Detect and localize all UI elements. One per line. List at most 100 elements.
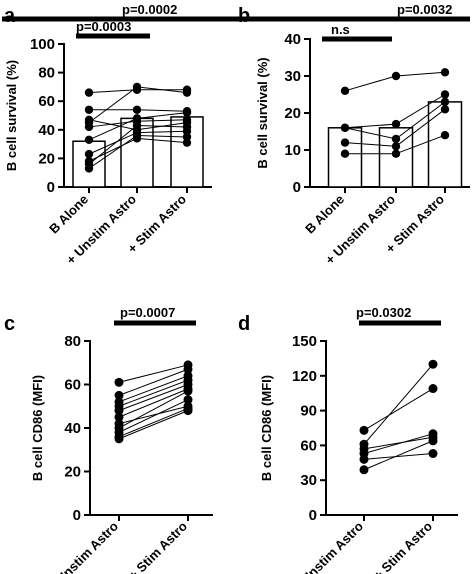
panel-b-y-tick-label: 20 xyxy=(284,105,301,122)
panel-c-data-point xyxy=(183,395,193,405)
panel-b-y-tick-label: 30 xyxy=(284,68,301,85)
panel-b-y-tick-label: 40 xyxy=(284,31,301,48)
panel-a-data-point xyxy=(84,122,94,132)
panel-d-y-tick-label: 60 xyxy=(300,437,317,454)
panel-a-data-point xyxy=(132,82,142,92)
panel-b-data-point xyxy=(391,119,401,129)
panel-b-x-tick-label: B Alone xyxy=(302,192,347,237)
panel-b-pair-line xyxy=(395,101,446,140)
panel-a-pair-line xyxy=(88,119,138,131)
panel-d-significance-label: p=0.0302 xyxy=(356,305,411,320)
panel-d-pair-line xyxy=(363,453,434,460)
panel-b-data-point xyxy=(340,86,350,96)
panel-b-pair-line xyxy=(395,134,446,155)
panel-a-pair-line xyxy=(88,89,138,94)
panel-d-y-tick-label: 0 xyxy=(309,507,317,524)
panel-c-letter: c xyxy=(4,313,15,335)
panel-a-data-point xyxy=(84,105,94,114)
panel-a-data-point xyxy=(182,138,192,147)
panel-a-data-point xyxy=(182,108,192,117)
panel-c-data-point xyxy=(114,377,124,387)
panel-a-pair-line xyxy=(88,137,138,162)
panel-c: c 0 20 40 60 80 B cell CD86 (MFI) + Unstim Ast… xyxy=(4,305,213,574)
panel-a-y-axis-title: B cell survival (%) xyxy=(4,60,19,171)
panel-d-letter: d xyxy=(238,313,250,335)
panel-a-data-point xyxy=(84,115,94,124)
panel-b-pair-line xyxy=(344,127,397,140)
panel-c-data-point xyxy=(183,364,193,374)
panel-a-data-point xyxy=(182,115,192,124)
panel-d-pair-line xyxy=(363,433,434,455)
panel-b-data-point xyxy=(340,138,350,147)
panel-b-pair-line xyxy=(395,108,446,147)
panel-c-y-tick-label: 40 xyxy=(64,420,81,437)
panel-b-y-tick-label: 10 xyxy=(284,142,301,159)
panel-b-data-point xyxy=(440,97,450,107)
panel-b-pair-line xyxy=(344,142,397,147)
panel-a-data-point xyxy=(84,135,94,145)
panel-c-data-point xyxy=(114,406,124,416)
panel-a-pair-line xyxy=(136,130,188,134)
panel-a-y-tick-label: 40 xyxy=(38,122,55,139)
panel-d-pair-line xyxy=(363,363,434,445)
panel-d-data-point xyxy=(428,449,438,459)
panel-b-significance-label: p=0.0032 xyxy=(397,2,452,17)
panel-c-pair-line xyxy=(118,410,189,440)
panel-a-pair-line xyxy=(136,137,188,144)
panel-a-pair-line xyxy=(136,119,188,122)
panel-a-pair-line xyxy=(136,112,188,119)
panel-b-y-tick-label: 0 xyxy=(293,179,301,196)
panel-d-x-tick-label: + Stim Astro xyxy=(370,518,435,574)
panel-d-data-point xyxy=(359,425,369,435)
panel-d-data-point xyxy=(359,454,369,464)
panel-a-data-point xyxy=(84,149,94,159)
panel-a-pair-line xyxy=(136,109,188,112)
panel-d-data-point xyxy=(359,465,369,475)
panel-b-data-point xyxy=(440,68,450,77)
panel-c-x-tick-label: + Unstim Astro xyxy=(45,518,121,574)
panel-d-y-tick-label: 150 xyxy=(292,333,317,350)
panel-d-y-axis-title: B cell CD86 (MFI) xyxy=(259,375,274,481)
panel-a-y-tick-label: 20 xyxy=(38,150,55,167)
panel-a-significance-label: p=0.0003 xyxy=(76,19,131,34)
panel-b-significance-label: n.s xyxy=(331,22,350,37)
panel-a-data-point xyxy=(182,88,192,97)
panel-c-pair-line xyxy=(118,384,189,412)
panel-a-data-point xyxy=(132,134,142,143)
panel-c-x-tick-label: + Stim Astro xyxy=(125,518,190,574)
panel-c-pair-line xyxy=(118,364,189,383)
panel-d: d 0 30 60 90 120 150 B cell CD86 (MFI) + Unstim… xyxy=(238,305,458,574)
panel-b-data-point xyxy=(391,149,401,158)
panel-d-pair-line xyxy=(363,388,434,431)
panel-b-letter: b xyxy=(238,5,250,27)
panel-c-pair-line xyxy=(118,388,189,418)
panel-a-pair-line xyxy=(88,132,138,155)
panel-a-y-tick-label: 100 xyxy=(30,36,55,53)
panel-c-data-point xyxy=(114,434,124,444)
panel-b-data-point xyxy=(340,149,350,158)
panel-a-pair-line xyxy=(136,125,188,128)
panel-a-data-point xyxy=(132,121,142,130)
panel-a-y-tick-label: 80 xyxy=(38,65,55,82)
panel-c-y-tick-label: 0 xyxy=(73,507,81,524)
panel-c-data-point xyxy=(114,412,124,422)
panel-b-bar xyxy=(427,101,463,188)
panel-b-data-point xyxy=(391,134,401,144)
panel-b-pair-line xyxy=(344,75,397,92)
panel-d-data-point xyxy=(428,429,438,439)
panel-a-pair-line xyxy=(88,86,138,124)
panel-a-data-point xyxy=(84,164,94,173)
panel-b-pair-line xyxy=(344,123,397,129)
panel-b-pair-line xyxy=(395,71,446,77)
panel-a-y-tick-label: 60 xyxy=(38,93,55,110)
panel-c-significance-label: p=0.0007 xyxy=(120,305,175,320)
panel-a-letter: a xyxy=(4,5,16,27)
panel-a-pair-line xyxy=(136,86,188,94)
panel-b-data-point xyxy=(440,131,450,140)
panel-d-y-tick-label: 30 xyxy=(300,472,317,489)
panel-d-data-point xyxy=(428,359,438,369)
panel-a-pair-line xyxy=(136,135,188,138)
panel-a-significance-label: p=0.0002 xyxy=(122,2,177,17)
panel-c-pair-line xyxy=(118,368,189,396)
